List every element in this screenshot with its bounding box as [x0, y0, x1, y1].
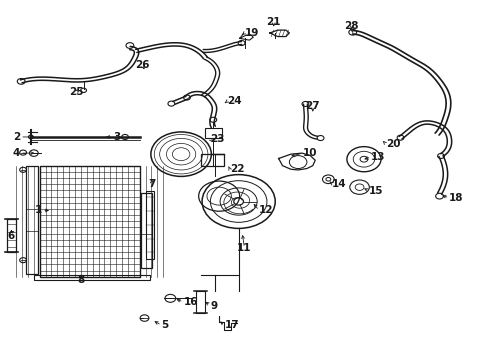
Bar	[26, 166, 38, 274]
Text: 12: 12	[259, 206, 273, 216]
Text: 14: 14	[331, 179, 346, 189]
Bar	[34, 275, 150, 280]
Text: 18: 18	[448, 193, 463, 203]
Text: 7: 7	[148, 179, 155, 189]
Text: 1: 1	[35, 206, 42, 216]
Text: 4: 4	[13, 148, 20, 158]
Text: 3: 3	[113, 132, 120, 142]
Bar	[141, 193, 152, 268]
Bar	[146, 191, 154, 259]
Text: 9: 9	[210, 301, 217, 311]
Text: 13: 13	[370, 152, 385, 162]
Text: 2: 2	[13, 132, 20, 142]
Text: 27: 27	[305, 102, 320, 112]
Text: 17: 17	[224, 320, 239, 330]
Text: 24: 24	[227, 96, 242, 106]
Text: 19: 19	[244, 28, 258, 38]
Text: 16: 16	[183, 297, 198, 307]
Text: 10: 10	[303, 148, 317, 158]
Text: 22: 22	[229, 164, 244, 174]
Bar	[40, 166, 140, 277]
Text: 23: 23	[210, 134, 224, 144]
Bar	[195, 291, 205, 314]
Text: 8: 8	[78, 275, 84, 285]
Text: 20: 20	[385, 139, 400, 149]
Bar	[6, 220, 16, 252]
Bar	[204, 128, 222, 138]
Text: 11: 11	[237, 243, 251, 253]
Text: 15: 15	[368, 186, 383, 196]
Text: 28: 28	[344, 21, 358, 31]
Text: 6: 6	[8, 231, 15, 240]
Text: 21: 21	[266, 17, 281, 27]
Text: 5: 5	[161, 320, 168, 330]
Bar	[200, 154, 224, 166]
Text: 26: 26	[135, 60, 149, 70]
Text: 25: 25	[69, 87, 83, 97]
